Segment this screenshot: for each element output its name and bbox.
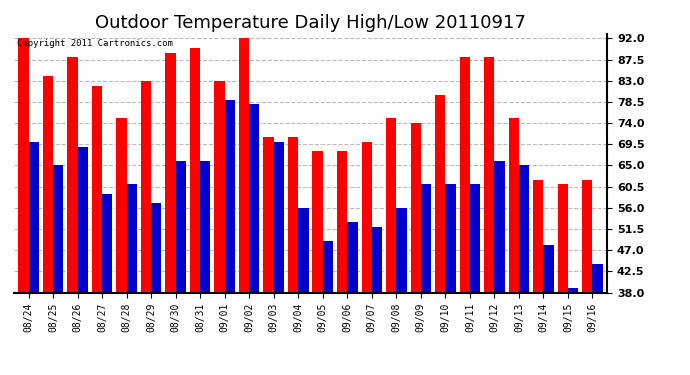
Bar (92, 86, 102, 292)
Bar (274, 142, 284, 292)
Bar (200, 161, 210, 292)
Bar (411, 123, 421, 292)
Bar (495, 161, 504, 292)
Bar (435, 95, 445, 292)
Bar (313, 152, 323, 292)
Bar (151, 203, 161, 292)
Bar (396, 208, 406, 292)
Bar (445, 184, 455, 292)
Bar (126, 184, 137, 292)
Bar (298, 208, 308, 292)
Bar (362, 142, 372, 292)
Bar (18, 39, 28, 292)
Bar (166, 53, 176, 292)
Bar (215, 81, 225, 292)
Bar (176, 161, 186, 292)
Bar (249, 104, 259, 292)
Title: Outdoor Temperature Daily High/Low 20110917: Outdoor Temperature Daily High/Low 20110… (95, 14, 526, 32)
Bar (593, 264, 603, 292)
Bar (582, 180, 593, 292)
Bar (323, 241, 333, 292)
Bar (347, 222, 357, 292)
Bar (386, 118, 396, 292)
Bar (519, 165, 529, 292)
Bar (568, 288, 578, 292)
Bar (421, 184, 431, 292)
Bar (117, 118, 126, 292)
Bar (43, 76, 53, 292)
Bar (141, 81, 151, 292)
Bar (239, 39, 249, 292)
Bar (190, 48, 200, 292)
Bar (67, 57, 77, 292)
Bar (460, 57, 470, 292)
Text: Copyright 2011 Cartronics.com: Copyright 2011 Cartronics.com (17, 39, 172, 48)
Bar (77, 147, 88, 292)
Bar (533, 180, 544, 292)
Bar (509, 118, 519, 292)
Bar (102, 194, 112, 292)
Bar (53, 165, 63, 292)
Bar (372, 226, 382, 292)
Bar (558, 184, 568, 292)
Bar (264, 137, 274, 292)
Bar (544, 246, 554, 292)
Bar (484, 57, 495, 292)
Bar (288, 137, 298, 292)
Bar (337, 152, 347, 292)
Bar (470, 184, 480, 292)
Bar (225, 100, 235, 292)
Bar (28, 142, 39, 292)
